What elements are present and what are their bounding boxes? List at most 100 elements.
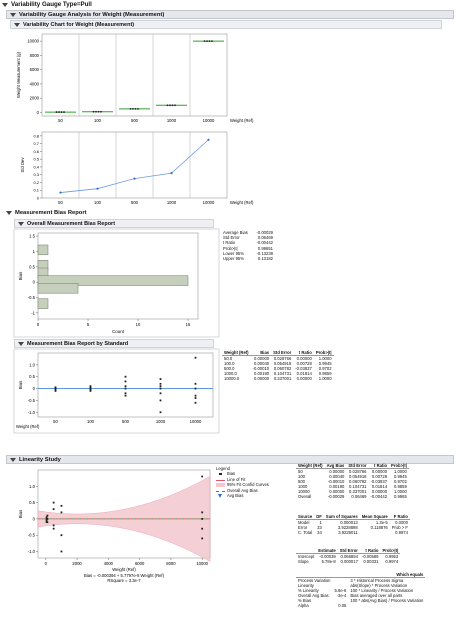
- legend-label: Avg Bias: [227, 493, 244, 499]
- y-tick-label: 1.5: [29, 234, 35, 239]
- histogram-bar: [37, 244, 49, 256]
- data-point: [97, 110, 100, 113]
- linearity-legend: Legend Bias Line of Fit 95% Fit Confid Curv…: [216, 466, 269, 498]
- table-cell: 0.104731: [349, 484, 367, 489]
- table-row: 10000 0.00000 0.337001 0.00000 1.0000: [296, 489, 409, 494]
- stat-value: -0.00442: [256, 240, 273, 246]
- std-dev-point: [59, 191, 62, 194]
- bias-point: [60, 550, 63, 553]
- stat-row: Average Bias -0.00029: [223, 230, 273, 235]
- legend-item: Overall Avg Bias: [216, 488, 269, 493]
- disclosure-triangle-icon[interactable]: [14, 22, 20, 27]
- bias-point: [45, 516, 48, 519]
- variability-std-chart: 0 0.1 0.2 0.3 0.4 0.5 0.6 0.7 0.8 50 100 500 1000 100…: [20, 131, 254, 205]
- bias-point: [54, 390, 57, 392]
- table-cell: 0.028766: [349, 469, 367, 474]
- estimate-table: Estimate Std Error t Ratio Prob>|t| Intercep…: [296, 548, 401, 564]
- table-cell: 0.00728: [371, 474, 388, 479]
- table-cell: 3.9229011: [338, 530, 358, 535]
- table-cell: 0.000013: [340, 520, 358, 525]
- y-tick-label: 0.1: [33, 188, 39, 193]
- data-point: [211, 40, 213, 43]
- table-cell: 0.00190: [253, 371, 270, 376]
- table-cell: 0.00000: [253, 356, 270, 361]
- stat-row: Upper 95% 0.13182: [223, 256, 273, 261]
- table-row: Error 33 3.9228898 0.118876 Prob > F: [296, 525, 410, 530]
- bias-point: [45, 519, 48, 522]
- histogram-bar: [37, 298, 49, 309]
- column-header: Prob>|t|: [391, 463, 407, 468]
- bias-point: [124, 385, 127, 388]
- x-tick-label: 8000: [166, 561, 176, 566]
- y-tick-label: 1.0: [29, 362, 35, 367]
- table-cell: 0.060782: [273, 366, 292, 371]
- bias-point: [194, 356, 197, 359]
- legend-label: Line of Fit: [227, 476, 246, 482]
- rsquare-label: RSquare = 3.3e-7: [107, 578, 141, 583]
- table-cell: Bias averaged over all parts: [350, 593, 403, 598]
- y-tick-label: 0: [37, 110, 40, 115]
- bias-point: [159, 385, 162, 388]
- table-cell: [348, 603, 425, 608]
- stat-value: -0.00029: [256, 230, 273, 235]
- table-cell: 0.9945: [318, 361, 332, 366]
- analysis-section-header[interactable]: Variability Gauge Analysis for Weight (M…: [6, 10, 454, 19]
- stat-row: Prob>|t| 0.99651: [223, 246, 273, 251]
- table-cell: 0.9945: [393, 474, 407, 479]
- var-chart-section-header[interactable]: Variability Chart for Weight (Measuremen…: [10, 20, 442, 29]
- x-axis-label: Weight (Ref): [16, 424, 40, 429]
- legend-swatch: [216, 480, 225, 482]
- disclosure-triangle-icon[interactable]: [2, 2, 8, 7]
- table-cell: -0.00039: [319, 554, 336, 559]
- column-header: Estimate: [318, 548, 336, 553]
- table-cell: Prob > F: [391, 525, 408, 530]
- y-tick-label: 10000: [27, 39, 39, 44]
- table-cell: Alpha: [298, 603, 309, 608]
- table-cell: 0.06469: [351, 494, 367, 499]
- bias-by-std-section-title: Measurement Bias Report by Standard: [27, 340, 129, 347]
- table-cell: 1000.0: [224, 371, 237, 376]
- legend-title: Legend: [216, 466, 230, 471]
- y-tick-label: 0.3: [33, 172, 39, 177]
- plot-frame: [37, 352, 214, 418]
- table-cell: -0.00442: [370, 494, 388, 499]
- table-row: 500.0 -0.00010 0.060782 -0.03837 0.9702: [222, 366, 334, 371]
- y-tick-label: 0.5: [29, 500, 35, 505]
- root-section-header[interactable]: Variability Gauge Type=Pull: [2, 1, 92, 8]
- column-header: Source: [298, 514, 313, 519]
- table-row: 100 0.00040 0.054918 0.00728 0.9945: [296, 474, 409, 479]
- column-header: Std Error: [339, 548, 358, 553]
- disclosure-triangle-icon[interactable]: [6, 211, 12, 215]
- bias-point: [194, 387, 197, 390]
- column-header: Std Error: [348, 463, 367, 468]
- y-tick-label: 8000: [30, 53, 40, 58]
- bias-by-std-section-header[interactable]: Measurement Bias Report by Standard: [14, 339, 214, 348]
- table-cell: 0.01814: [371, 484, 388, 489]
- x-axis-label: Weight (Ref): [230, 200, 254, 205]
- table-cell: 33: [317, 525, 322, 530]
- x-tick-label: 1000: [167, 118, 177, 123]
- table-cell: 0.0000: [395, 520, 408, 525]
- table-cell: 0.00040: [253, 361, 270, 366]
- meas-bias-section-header[interactable]: Measurement Bias Report: [6, 210, 87, 216]
- disclosure-triangle-icon[interactable]: [10, 457, 16, 462]
- y-tick-label: 0.6: [33, 149, 39, 154]
- disclosure-triangle-icon[interactable]: [18, 221, 24, 226]
- table-cell: 0.00000: [253, 376, 270, 381]
- disclosure-triangle-icon[interactable]: [18, 341, 24, 346]
- bias-point: [201, 537, 204, 540]
- table-cell: 1.0000: [318, 356, 332, 361]
- table-row: 1000 0.00190 0.104731 0.01814 0.9859: [296, 484, 409, 489]
- linearity-section-header[interactable]: Linearity Study: [6, 455, 454, 464]
- table-row: 100.0 0.00040 0.054918 0.00728 0.9945: [222, 361, 334, 366]
- data-point: [92, 110, 95, 113]
- bias-point: [46, 514, 49, 517]
- legend-label: Bias: [227, 471, 236, 477]
- anova-table: Source DF Sum of Squares Mean Square F Ratio…: [296, 514, 410, 535]
- table-header-row: Source DF Sum of Squares Mean Square F Ratio: [296, 514, 410, 520]
- disclosure-triangle-icon[interactable]: [10, 12, 16, 17]
- data-point: [129, 107, 132, 110]
- table-cell: 5.8e-6: [334, 588, 347, 593]
- overall-bias-section-header[interactable]: Overall Measurement Bias Report: [14, 219, 214, 228]
- table-cell: Overall Avg Bias: [298, 593, 329, 598]
